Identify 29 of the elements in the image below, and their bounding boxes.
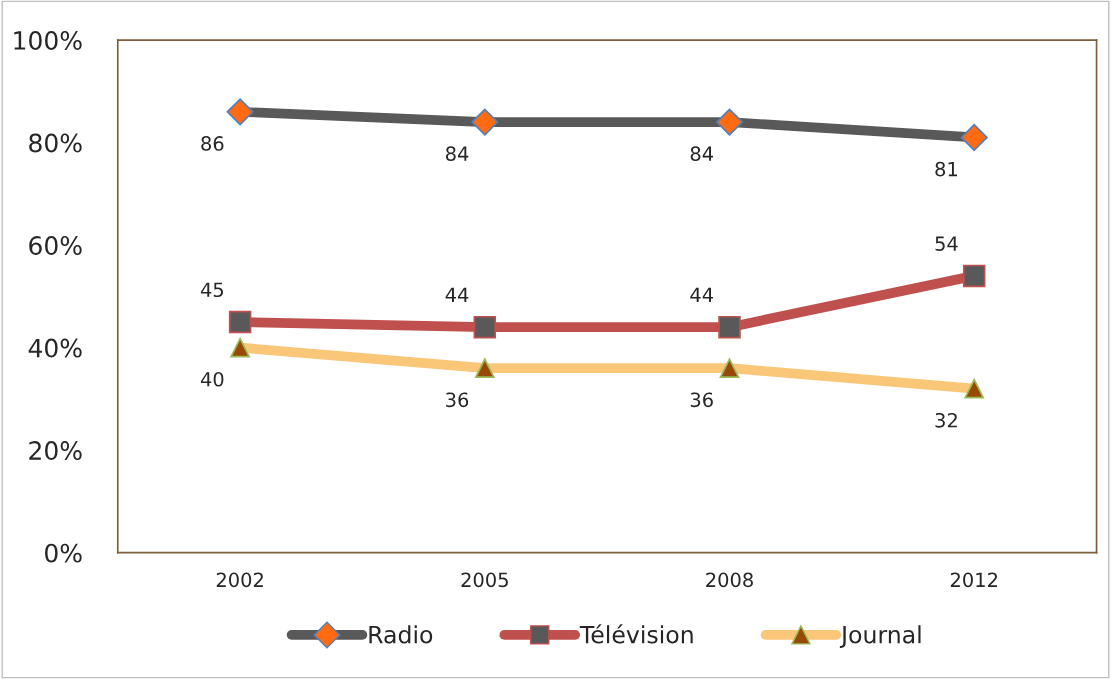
data-label: 36 [690, 392, 713, 408]
y-tick-label: 60% [29, 236, 82, 255]
data-label: 54 [935, 236, 958, 251]
y-tick-label: 0% [45, 543, 82, 563]
data-label: 40 [200, 371, 224, 387]
y-tick-label: 80% [29, 133, 82, 153]
data-label: 84 [690, 146, 714, 162]
y-tick-label: 20% [29, 441, 82, 461]
x-tick-label: 2008 [706, 572, 753, 588]
data-label: 81 [935, 161, 958, 177]
data-label: 84 [445, 146, 469, 162]
legend-label: Télévision [579, 624, 693, 644]
data-label: 44 [445, 287, 469, 302]
x-tick-label: 2012 [950, 572, 997, 588]
point [718, 315, 741, 339]
data-label: 36 [446, 392, 469, 408]
y-tick-label: 40% [28, 338, 82, 358]
legend-label: Radio [369, 625, 433, 644]
data-label: 45 [200, 282, 224, 298]
legend-label: Journal [839, 625, 921, 648]
data-label: 86 [201, 136, 224, 151]
x-tick-label: 2002 [216, 572, 263, 588]
point [962, 264, 986, 288]
x-tick-label: 2005 [461, 572, 508, 588]
data-label: 32 [935, 412, 957, 428]
point [473, 315, 497, 339]
data-label: 44 [690, 287, 714, 302]
y-tick-label: 100% [14, 31, 82, 50]
point [228, 310, 252, 334]
